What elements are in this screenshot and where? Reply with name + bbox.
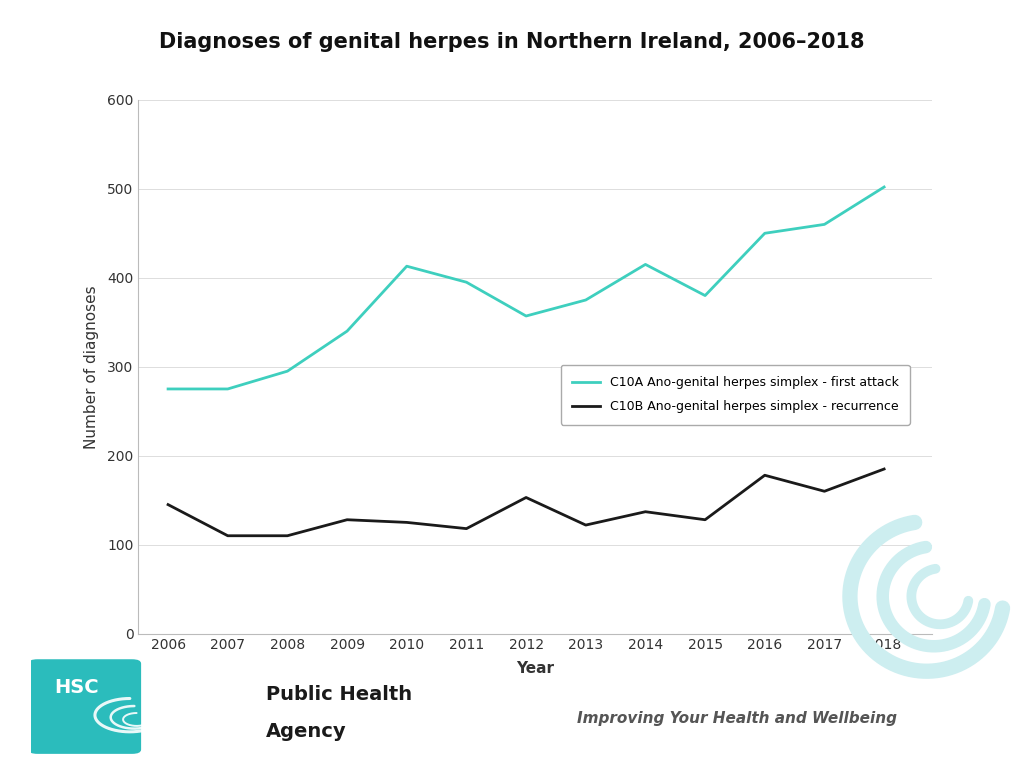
Y-axis label: Number of diagnoses: Number of diagnoses bbox=[84, 285, 98, 449]
Text: Agency: Agency bbox=[266, 722, 347, 740]
X-axis label: Year: Year bbox=[516, 660, 554, 676]
FancyBboxPatch shape bbox=[29, 659, 141, 754]
Text: HSC: HSC bbox=[54, 677, 99, 697]
Text: Improving Your Health and Wellbeing: Improving Your Health and Wellbeing bbox=[578, 710, 897, 726]
Text: Diagnoses of genital herpes in Northern Ireland, 2006–2018: Diagnoses of genital herpes in Northern … bbox=[160, 32, 864, 52]
Text: Public Health: Public Health bbox=[266, 685, 413, 703]
Legend: C10A Ano-genital herpes simplex - first attack, C10B Ano-genital herpes simplex : C10A Ano-genital herpes simplex - first … bbox=[561, 365, 909, 425]
